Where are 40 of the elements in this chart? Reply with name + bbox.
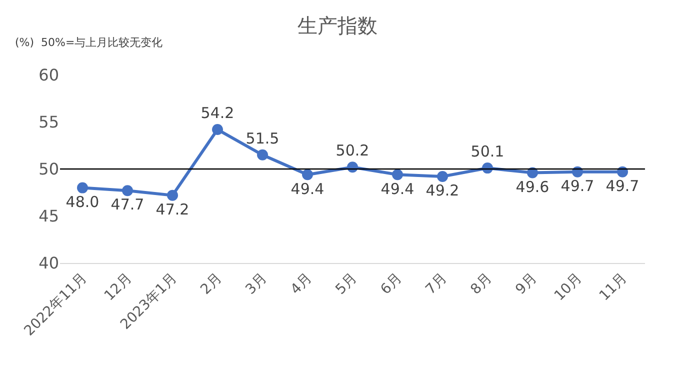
y-tick-label: 40 <box>38 254 59 273</box>
point <box>212 124 223 136</box>
x-tick-label: 10月 <box>551 270 586 304</box>
point <box>77 182 88 194</box>
data-label: 49.2 <box>426 182 460 200</box>
text: (%) 50%=与上月比较无变化 <box>15 36 163 49</box>
y-tick-label: 60 <box>38 66 59 85</box>
data-label: 49.6 <box>516 178 550 196</box>
x-tick-label: 8月 <box>468 270 496 298</box>
x-tick-label: 3月 <box>242 270 270 298</box>
x-tick-label: 11月 <box>596 270 630 304</box>
data-label: 49.4 <box>290 180 324 198</box>
point <box>122 185 133 196</box>
point <box>527 167 538 178</box>
data-label: 49.7 <box>560 176 594 195</box>
point <box>437 171 448 182</box>
data-label: 51.5 <box>246 129 280 148</box>
x-tick-label: 12月 <box>101 270 136 304</box>
x-tick-label: 9月 <box>512 270 540 298</box>
point <box>392 169 403 180</box>
y-tick-label: 50 <box>38 160 59 179</box>
point <box>167 190 178 201</box>
x-tick-label: 2月 <box>198 270 226 298</box>
point <box>257 149 268 160</box>
data-label: 47.7 <box>110 196 144 214</box>
data-label: 50.2 <box>336 141 370 160</box>
x-tick-label: 5月 <box>332 270 360 298</box>
y-tick-label: 45 <box>38 206 59 226</box>
chart-title: 生产指数 <box>298 14 378 38</box>
x-tick-label: 4月 <box>288 270 316 298</box>
x-tick-label: 6月 <box>378 270 406 298</box>
y-tick-label: 55 <box>38 112 59 132</box>
x-tick-label: 7月 <box>422 270 450 298</box>
data-label: 54.2 <box>200 104 234 122</box>
data-label: 49.4 <box>380 180 414 198</box>
point <box>302 169 313 180</box>
data-label: 48.0 <box>66 192 100 211</box>
data-label: 49.7 <box>606 176 640 195</box>
data-label: 47.2 <box>156 200 190 218</box>
data-label: 50.1 <box>470 142 504 160</box>
